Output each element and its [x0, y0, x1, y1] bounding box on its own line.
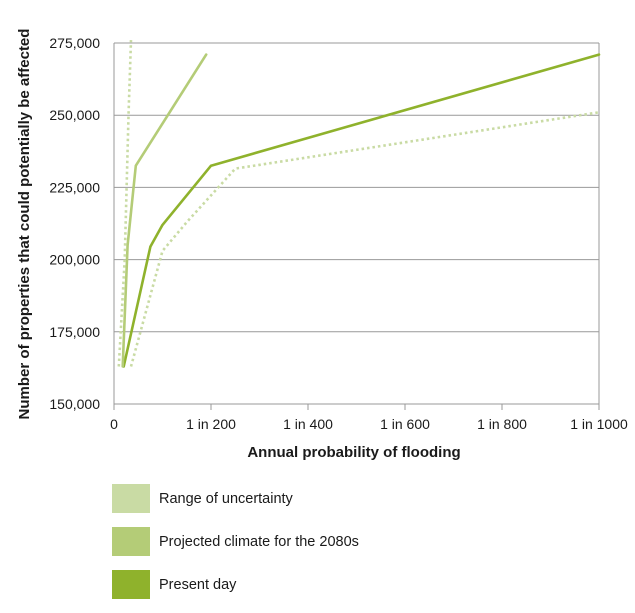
x-tick-label: 1 in 200 [186, 416, 236, 432]
legend: Range of uncertainty Projected climate f… [112, 484, 359, 613]
y-tick-label: 275,000 [49, 35, 100, 51]
legend-label-uncertainty: Range of uncertainty [159, 490, 293, 507]
y-tick-label: 175,000 [49, 324, 100, 340]
legend-label-present: Present day [159, 576, 237, 593]
legend-swatch-present [112, 570, 150, 599]
x-axis-title: Annual probability of flooding [247, 444, 460, 461]
y-tick-label: 225,000 [49, 179, 100, 195]
legend-item-present: Present day [112, 570, 359, 599]
series-lines [117, 40, 601, 368]
line-chart: 150,000 175,000 200,000 225,000 250,000 275,0… [16, 29, 628, 461]
x-tick-label: 0 [110, 416, 118, 432]
legend-swatch-projected [112, 527, 150, 556]
x-axis-ticks: 0 1 in 200 1 in 400 1 in 600 1 in 800 1 in 10… [110, 404, 628, 432]
series-line-present-day [122, 53, 601, 368]
series-line-range-of-uncertainty [129, 111, 600, 367]
legend-label-projected: Projected climate for the 2080s [159, 533, 359, 550]
x-tick-label: 1 in 1000 [570, 416, 628, 432]
y-tick-label: 200,000 [49, 252, 100, 268]
x-tick-label: 1 in 600 [380, 416, 430, 432]
y-axis-ticks: 150,000 175,000 200,000 225,000 250,000 275,0… [49, 35, 100, 412]
y-axis-title: Number of properties that could potentia… [16, 29, 33, 420]
legend-item-projected: Projected climate for the 2080s [112, 527, 359, 556]
x-tick-label: 1 in 400 [283, 416, 333, 432]
legend-item-uncertainty: Range of uncertainty [112, 484, 359, 513]
y-tick-label: 250,000 [49, 107, 100, 123]
y-tick-label: 150,000 [49, 396, 100, 412]
legend-swatch-uncertainty [112, 484, 150, 513]
x-tick-label: 1 in 800 [477, 416, 527, 432]
series-line-projected-climate-for-the-2080s [121, 53, 208, 368]
